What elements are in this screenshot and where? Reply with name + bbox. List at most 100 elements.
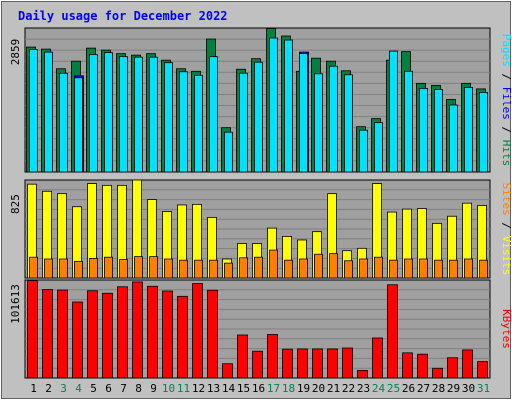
kbytes-bar: [327, 348, 338, 379]
files-bar: [209, 56, 218, 173]
kbytes-bar: [357, 370, 368, 379]
kbytes-bar: [162, 290, 173, 379]
kbytes-bar: [102, 292, 113, 379]
sites-bar: [194, 259, 203, 279]
sites-bar: [314, 253, 323, 279]
kbytes-bar: [447, 357, 458, 379]
sites-bar: [224, 262, 233, 279]
x-tick-label: 29: [447, 382, 460, 395]
panel-hits-files-pages: 2859 Pages / Files / Hits: [9, 27, 512, 173]
x-tick-label: 6: [105, 382, 112, 395]
kbytes-bar: [387, 284, 398, 379]
x-tick-label: 9: [150, 382, 157, 395]
files-bar: [44, 51, 53, 173]
sites-bar: [434, 259, 443, 279]
sites-bar: [419, 258, 428, 279]
sites-bar: [269, 249, 278, 279]
files-bar: [464, 86, 473, 173]
sites-bar: [284, 259, 293, 279]
kbytes-bar: [42, 289, 53, 379]
chart-title: Daily usage for December 2022: [18, 9, 228, 23]
kbytes-bar: [222, 363, 233, 379]
files-bar: [194, 74, 203, 173]
x-tick-label: 5: [90, 382, 97, 395]
files-bar: [359, 129, 368, 173]
kbytes-bar: [342, 347, 353, 379]
kbytes-bar: [57, 289, 68, 379]
y-max-label: 2859: [9, 39, 22, 66]
kbytes-bar: [462, 349, 473, 379]
x-tick-label: 22: [342, 382, 355, 395]
sites-bar: [374, 256, 383, 279]
sites-bar: [479, 259, 488, 279]
sites-bar: [239, 257, 248, 279]
x-tick-label: 12: [192, 382, 205, 395]
x-tick-label: 18: [282, 382, 295, 395]
files-bar: [149, 56, 158, 173]
panel-legend: Pages / Files / Hits: [500, 34, 512, 167]
sites-bar: [104, 256, 113, 279]
files-bar: [434, 88, 443, 173]
sites-bar: [59, 258, 68, 279]
x-tick-label: 20: [312, 382, 325, 395]
x-tick-label: 26: [402, 382, 415, 395]
y-max-label: 101613: [9, 284, 22, 324]
kbytes-bar: [372, 337, 383, 379]
files-bar: [239, 72, 248, 173]
files-bar: [329, 65, 338, 173]
files-bar: [29, 49, 38, 173]
y-max-label: 825: [9, 194, 22, 214]
files-bar: [224, 131, 233, 173]
panel-legend: Sites / Visits: [500, 183, 512, 276]
kbytes-bar: [72, 301, 83, 379]
sites-bar: [404, 258, 413, 279]
kbytes-bar: [117, 286, 128, 379]
x-tick-label: 11: [177, 382, 190, 395]
sites-bar: [29, 256, 38, 279]
kbytes-bar: [297, 348, 308, 379]
files-bar: [284, 39, 293, 173]
files-bar: [134, 56, 143, 173]
sites-bar: [344, 260, 353, 279]
sites-bar: [74, 260, 83, 279]
x-tick-label: 2: [45, 382, 52, 395]
files-bar: [344, 74, 353, 173]
files-bar: [419, 87, 428, 173]
x-tick-label: 16: [252, 382, 265, 395]
x-tick-label: 4: [75, 382, 82, 395]
legend-kbytes: KBytes: [500, 309, 512, 349]
x-tick-label: 3: [60, 382, 67, 395]
kbytes-bar: [177, 295, 188, 379]
kbytes-bar: [417, 353, 428, 379]
kbytes-bar: [477, 361, 488, 379]
sites-bar: [44, 258, 53, 279]
legend-separator: /: [500, 120, 512, 140]
legend-files: Files: [500, 87, 512, 120]
sites-bar: [209, 259, 218, 279]
x-tick-label: 7: [120, 382, 127, 395]
files-bar: [104, 52, 113, 173]
sites-bar: [449, 259, 458, 279]
files-bar: [119, 56, 128, 173]
sites-bar: [179, 259, 188, 279]
x-tick-label: 10: [162, 382, 175, 395]
files-bar: [74, 77, 83, 173]
kbytes-bar: [252, 350, 263, 379]
files-bar: [254, 61, 263, 173]
x-tick-label: 17: [267, 382, 280, 395]
sites-bar: [149, 256, 158, 279]
sites-bar: [164, 258, 173, 279]
kbytes-bar: [207, 289, 218, 379]
kbytes-bar: [27, 280, 38, 379]
kbytes-bar: [402, 352, 413, 379]
sites-bar: [389, 259, 398, 279]
kbytes-bar: [312, 348, 323, 379]
kbytes-bar: [282, 348, 293, 379]
x-tick-label: 25: [387, 382, 400, 395]
panel-legend: KBytes: [500, 309, 512, 349]
files-bar: [269, 37, 278, 173]
x-tick-label: 1: [30, 382, 37, 395]
legend-visits: Visits: [500, 236, 512, 276]
files-bar: [89, 54, 98, 173]
